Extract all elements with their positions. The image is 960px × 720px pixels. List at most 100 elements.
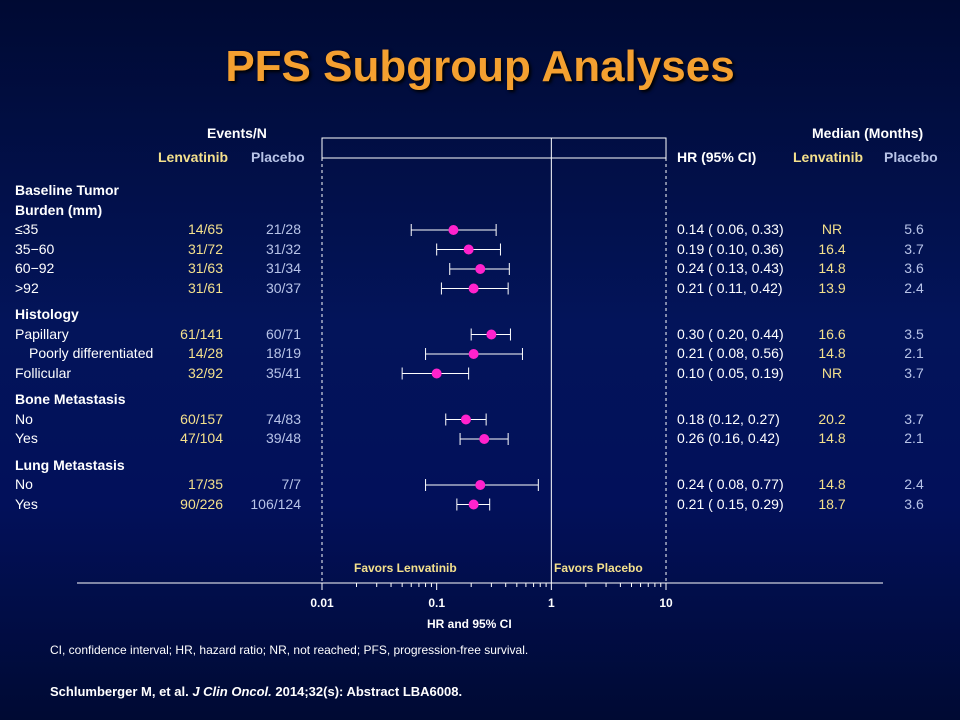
events-placebo: 30/37 [265, 279, 301, 296]
subgroup-label: No [15, 476, 33, 492]
events-n-header: Events/N [207, 125, 267, 141]
events-placebo: 74/83 [265, 410, 301, 427]
hr-ci-value: 0.24 ( 0.08, 0.77) [677, 476, 784, 492]
median-placebo: 2.1 [904, 430, 924, 446]
events-placebo: 31/32 [265, 240, 301, 257]
events-lenvatinib: 61/141 [180, 325, 223, 342]
x-tick-label: 0.01 [310, 596, 334, 610]
hr-ci-value: 0.30 ( 0.20, 0.44) [677, 325, 784, 342]
hr-ci-value: 0.21 ( 0.11, 0.42) [677, 279, 783, 296]
hr-point [479, 434, 490, 444]
citation-journal: J Clin Oncol. [192, 684, 272, 699]
subgroup-label: No [15, 410, 33, 427]
hr-ci-header: HR (95% CI) [677, 149, 757, 165]
events-lenvatinib: 31/72 [187, 240, 223, 257]
median-placebo: 2.4 [904, 476, 924, 492]
median-lenvatinib: 14.8 [818, 260, 846, 276]
events-lenvatinib: 31/63 [187, 260, 223, 276]
subgroup-label: Yes [15, 495, 38, 512]
footnote: CI, confidence interval; HR, hazard rati… [50, 643, 529, 657]
hr-point [463, 244, 474, 255]
events-placebo: 35/41 [265, 364, 301, 381]
events-lenvatinib: 14/28 [187, 345, 223, 361]
subgroup-label: Poorly differentiated [29, 345, 154, 361]
median-lenvatinib: 14.8 [818, 430, 846, 446]
citation-authors: Schlumberger M, et al. [50, 684, 189, 699]
median-lenvatinib: NR [821, 221, 843, 237]
median-placebo: 3.5 [904, 325, 924, 342]
plot-marks [401, 224, 539, 511]
x-tick-label: 0.1 [428, 596, 445, 610]
subgroup-label: Follicular [15, 364, 72, 381]
median-placebo: 2.4 [904, 279, 924, 296]
events-placebo: 106/124 [250, 495, 301, 512]
lenvatinib-header: Lenvatinib [158, 149, 229, 165]
median-lenvatinib: 16.6 [818, 325, 846, 342]
events-placebo: 31/34 [265, 260, 301, 276]
hr-ci-value: 0.24 ( 0.13, 0.43) [677, 260, 784, 276]
median-placebo: 3.7 [904, 364, 924, 381]
events-lenvatinib: 47/104 [180, 430, 223, 446]
events-placebo: 7/7 [281, 476, 301, 492]
hr-ci-value: 0.21 ( 0.08, 0.56) [677, 345, 784, 361]
subgroup-label: ≤35 [15, 221, 39, 237]
events-placebo: 18/19 [265, 345, 301, 361]
median-lenvatinib: 20.2 [818, 410, 846, 427]
x-tick-label: 10 [659, 596, 673, 610]
median-lenvatinib: 14.8 [818, 345, 846, 361]
hr-point [486, 329, 497, 340]
subgroup-label: 35−60 [15, 240, 55, 257]
group-label: Baseline Tumor [15, 182, 119, 198]
hr-point [475, 264, 486, 274]
header-box [321, 137, 667, 159]
median-lenvatinib: 18.7 [818, 495, 846, 512]
citation-details: 2014;32(s): Abstract LBA6008. [275, 684, 463, 699]
subgroup-label: 60−92 [15, 260, 55, 276]
events-placebo: 39/48 [265, 430, 301, 446]
events-lenvatinib: 31/61 [187, 279, 223, 296]
x-axis-label: HR and 95% CI [427, 617, 512, 631]
median-placebo: 3.6 [904, 260, 924, 276]
hr-point [468, 349, 479, 359]
events-placebo: 60/71 [265, 325, 301, 342]
median-placebo: 3.7 [904, 410, 924, 427]
hr-ci-value: 0.26 (0.16, 0.42) [677, 430, 780, 446]
group-label: Bone Metastasis [15, 391, 126, 407]
events-placebo: 21/28 [265, 221, 301, 237]
hr-ci-value: 0.19 ( 0.10, 0.36) [677, 240, 784, 257]
hr-point [475, 480, 486, 490]
slide-title: PFS Subgroup Analyses [225, 42, 735, 91]
hr-ci-value: 0.14 ( 0.06, 0.33) [677, 221, 784, 237]
hr-point [431, 368, 442, 379]
hr-ci-value: 0.10 ( 0.05, 0.19) [677, 364, 784, 381]
subgroup-label: Papillary [15, 325, 69, 342]
events-lenvatinib: 32/92 [187, 364, 223, 381]
median-lenvatinib: 14.8 [818, 476, 846, 492]
subgroup-label: Yes [15, 430, 38, 446]
median-placebo: 3.7 [904, 240, 924, 257]
group-label-line2: Burden (mm) [15, 201, 103, 218]
citation: Schlumberger M, et al. J Clin Oncol. 201… [50, 684, 462, 699]
median-placebo: 2.1 [904, 345, 924, 361]
events-lenvatinib: 14/65 [187, 221, 223, 237]
hr-point [468, 499, 479, 510]
hr-point [448, 225, 459, 235]
subgroup-label: >92 [15, 279, 39, 296]
median-lenvatinib: 16.4 [818, 240, 846, 257]
events-lenvatinib: 17/35 [187, 476, 223, 492]
favors-lenvatinib-label: Favors Lenvatinib [354, 561, 457, 575]
median-lenvatinib: NR [821, 364, 843, 381]
plot-frame [77, 137, 883, 590]
median-placebo: 3.6 [904, 495, 924, 512]
events-lenvatinib: 90/226 [180, 495, 223, 512]
x-tick-label: 1 [547, 596, 555, 610]
hr-point [468, 283, 479, 294]
group-label: Histology [15, 306, 79, 322]
hr-ci-value: 0.18 (0.12, 0.27) [677, 410, 780, 427]
median-header: Median (Months) [812, 125, 924, 141]
hr-point [460, 414, 471, 425]
placebo-header: Placebo [251, 149, 305, 165]
median-lenvatinib-header: Lenvatinib [793, 149, 864, 165]
group-label: Lung Metastasis [15, 456, 125, 473]
